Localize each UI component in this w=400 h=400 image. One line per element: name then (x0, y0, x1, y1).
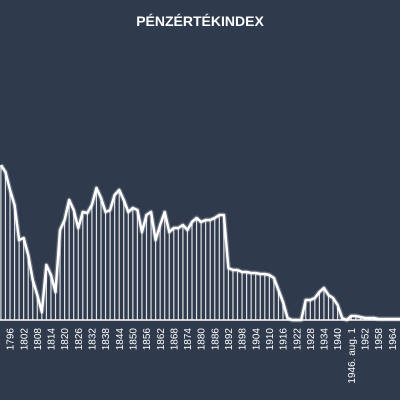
x-tick-label: 1952 (361, 328, 372, 351)
x-tick-label: 1850 (128, 328, 139, 351)
x-tick-label: 1916 (279, 328, 290, 351)
x-tick-label: 1892 (224, 328, 235, 351)
x-tick-label: 1922 (292, 328, 303, 351)
data-line (0, 164, 400, 322)
x-tick-label: 1814 (47, 328, 58, 351)
x-tick-label: 1820 (60, 328, 71, 351)
x-tick-label: 1946. aug. 1 (347, 328, 358, 384)
x-tick-label: 1838 (101, 328, 112, 351)
x-tick-label: 1856 (142, 328, 153, 351)
x-tick-label: 1934 (320, 328, 331, 351)
x-tick-label: 1796 (6, 328, 17, 351)
x-tick-label: 1862 (156, 328, 167, 351)
x-tick-label: 1904 (251, 328, 262, 351)
x-tick-label: 1844 (115, 328, 126, 351)
x-tick-label: 1832 (88, 328, 99, 351)
x-tick-label: 1874 (183, 328, 194, 351)
x-tick-label: 1964 (388, 328, 399, 351)
x-tick-label: 1880 (197, 328, 208, 351)
x-tick-label: 1826 (74, 328, 85, 351)
x-tick-label: 1886 (210, 328, 221, 351)
x-tick-label: 1802 (19, 328, 30, 351)
x-tick-label: 1940 (333, 328, 344, 351)
x-tick-label: 1910 (265, 328, 276, 351)
x-tick-label: 1958 (374, 328, 385, 351)
x-tick-label: 1898 (238, 328, 249, 351)
chart-title: PÉNZÉRTÉKINDEX (136, 13, 264, 29)
x-tick-label: 1928 (306, 328, 317, 351)
x-tick-label: 1868 (169, 328, 180, 351)
x-tick-label: 1808 (33, 328, 44, 351)
